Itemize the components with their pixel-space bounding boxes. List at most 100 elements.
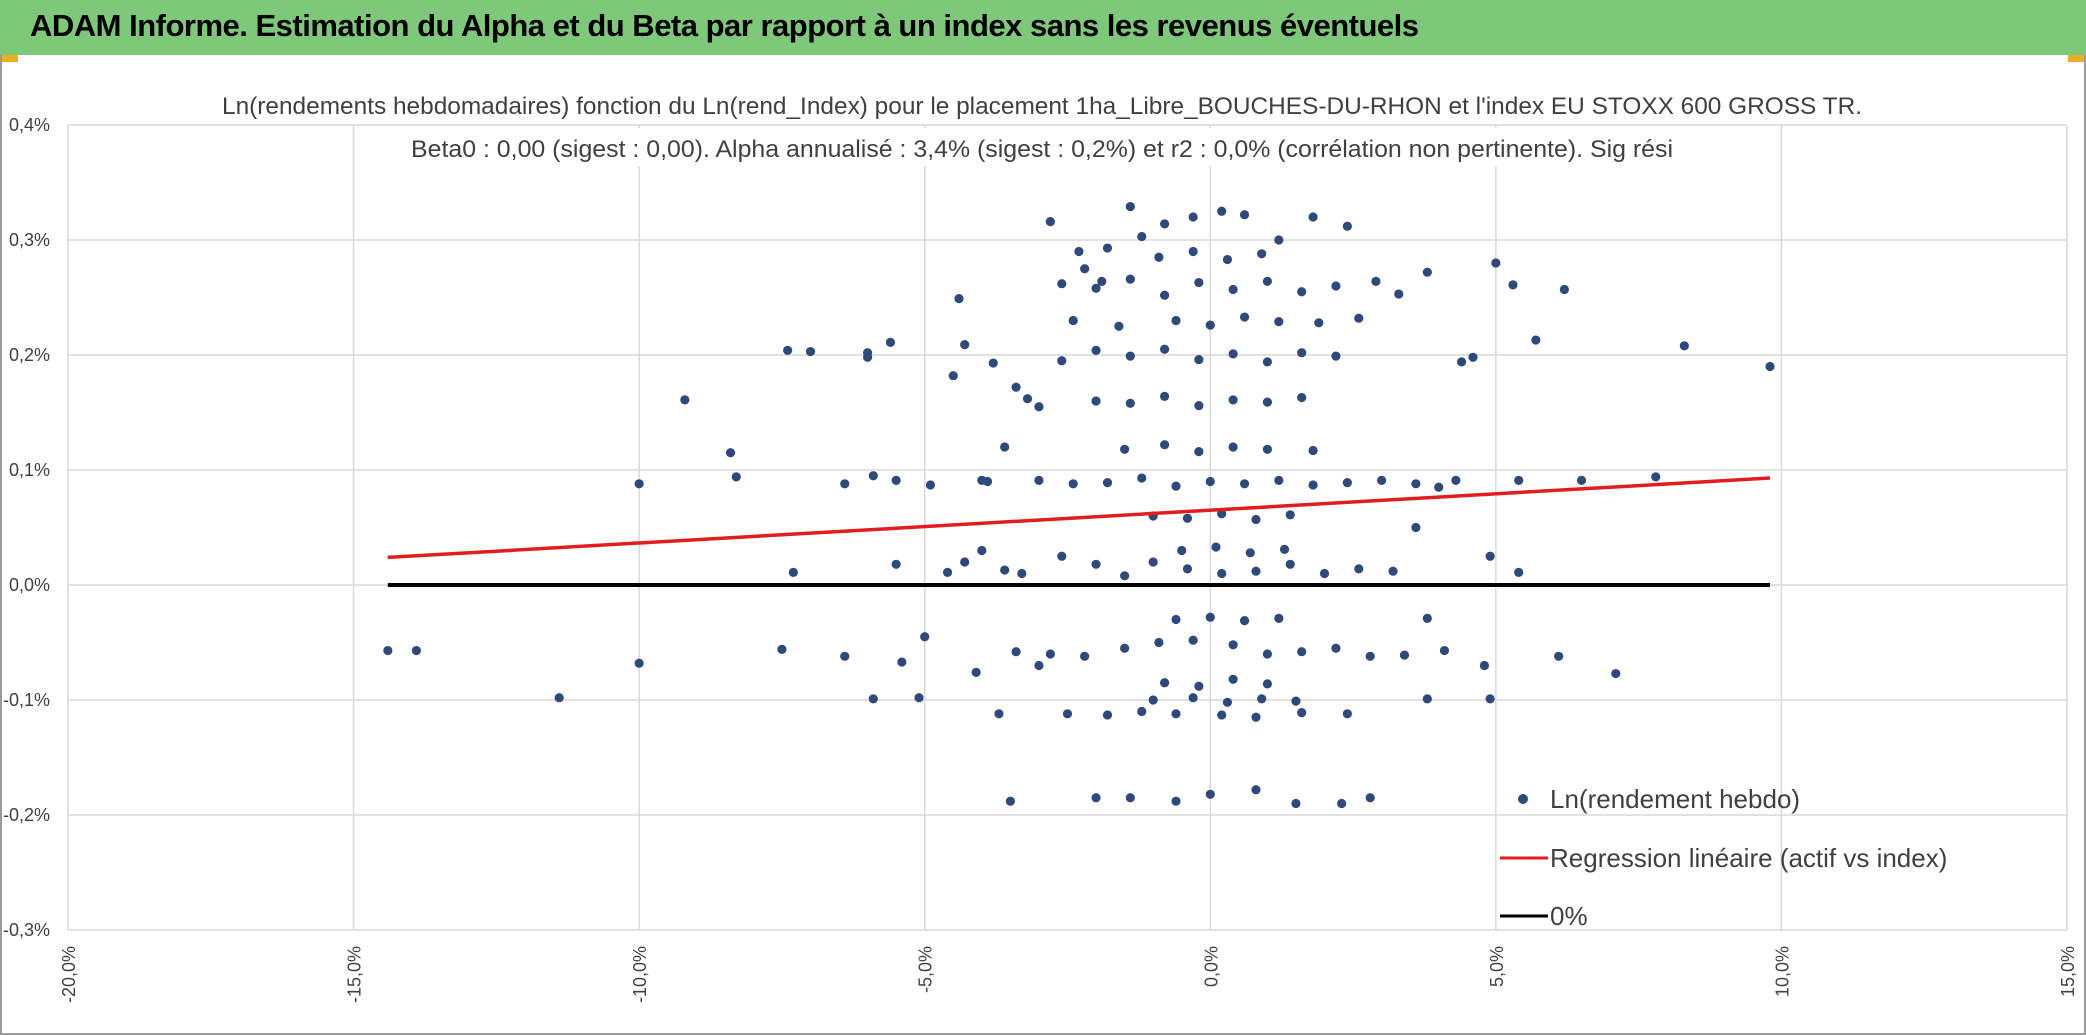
data-point: [1394, 289, 1404, 299]
data-point: [1217, 710, 1227, 720]
data-point: [1239, 479, 1250, 489]
data-point: [634, 658, 644, 668]
data-point: [1308, 212, 1318, 222]
data-point: [1159, 391, 1170, 401]
legend: Ln(rendement hebdo) Regression linéaire …: [1500, 784, 1947, 931]
y-tick-label: 0,4%: [9, 115, 50, 135]
x-tick-label: -15,0%: [345, 946, 365, 1003]
data-point: [1342, 478, 1352, 488]
data-point: [960, 557, 970, 567]
data-point: [1514, 567, 1524, 577]
data-point: [1171, 315, 1181, 326]
data-point: [1102, 710, 1113, 720]
data-point: [942, 567, 953, 577]
data-point: [1485, 551, 1495, 561]
y-tick-label: 0,0%: [9, 575, 50, 595]
data-point: [1102, 243, 1113, 253]
y-tick-label: -0,2%: [3, 805, 50, 825]
data-point: [1102, 478, 1113, 488]
data-point: [948, 371, 958, 381]
data-point: [1337, 798, 1347, 809]
data-point: [554, 693, 564, 703]
data-point: [1045, 649, 1055, 659]
data-point: [1297, 348, 1307, 358]
data-point: [1205, 612, 1215, 622]
data-point: [1559, 284, 1569, 295]
data-point: [988, 358, 998, 368]
data-point: [914, 693, 924, 703]
data-point: [977, 545, 987, 556]
x-tick-label: 15,0%: [2058, 946, 2078, 997]
data-point: [1331, 643, 1341, 653]
data-point: [1554, 651, 1564, 661]
data-point: [1371, 276, 1381, 286]
data-point: [1765, 361, 1775, 372]
data-point: [1177, 545, 1187, 556]
x-tick-label: 10,0%: [1772, 946, 1792, 997]
data-point: [1228, 640, 1238, 650]
data-point: [1651, 472, 1661, 482]
data-point: [805, 346, 816, 357]
data-point: [1000, 565, 1010, 575]
data-point: [954, 294, 964, 304]
y-tick-label: 0,3%: [9, 230, 50, 250]
data-point: [1297, 708, 1307, 718]
data-point: [1245, 548, 1255, 558]
data-point: [1057, 279, 1067, 289]
chart-title: Ln(rendements hebdomadaires) fonction du…: [210, 86, 1870, 166]
data-point: [725, 448, 736, 458]
data-point: [1679, 341, 1689, 351]
data-point: [1125, 398, 1135, 408]
x-tick-label: -5,0%: [916, 946, 936, 993]
data-point: [1262, 444, 1272, 454]
data-point: [1297, 392, 1307, 403]
title-background: [210, 86, 1870, 124]
data-point: [1159, 344, 1170, 354]
data-point: [1222, 254, 1233, 265]
data-point: [1194, 401, 1204, 411]
data-point: [1154, 252, 1164, 262]
data-point: [1091, 283, 1101, 293]
data-point: [1365, 651, 1375, 661]
data-point: [1354, 313, 1364, 323]
data-point: [1091, 793, 1101, 803]
data-point: [1171, 481, 1181, 491]
data-point: [411, 645, 421, 656]
data-point: [1011, 382, 1021, 392]
corner-marker-left: [0, 55, 18, 62]
data-point: [1342, 221, 1352, 231]
data-point: [1011, 647, 1021, 657]
data-point: [1188, 246, 1198, 257]
data-point: [1308, 480, 1318, 490]
data-point: [1228, 674, 1238, 684]
data-point: [1217, 206, 1227, 216]
legend-label-zero: 0%: [1550, 901, 1588, 931]
data-point: [1576, 475, 1587, 485]
data-point: [1257, 249, 1267, 259]
data-point: [1171, 796, 1181, 806]
data-point: [1251, 712, 1261, 722]
data-point: [1308, 445, 1318, 456]
data-point: [920, 632, 930, 642]
data-point: [1125, 351, 1135, 361]
chart-title-line-2: Beta0 : 0,00 (sigest : 0,00). Alpha annu…: [411, 136, 1673, 163]
data-point: [1388, 566, 1398, 576]
y-tick-label: -0,3%: [3, 920, 50, 940]
data-point: [1045, 217, 1055, 227]
data-point: [1422, 694, 1432, 704]
data-point: [1239, 616, 1250, 626]
data-point: [1034, 660, 1044, 671]
data-point: [1154, 637, 1164, 648]
data-point: [1342, 709, 1352, 719]
data-point: [1228, 349, 1238, 359]
data-point: [1285, 510, 1295, 520]
data-point: [1439, 645, 1450, 656]
data-point: [1159, 440, 1170, 450]
x-tick-label: 5,0%: [1487, 946, 1507, 987]
legend-label-points: Ln(rendement hebdo): [1550, 784, 1800, 814]
data-point: [1080, 264, 1090, 274]
corner-marker-right: [2068, 55, 2086, 62]
data-point: [1194, 681, 1204, 691]
data-point: [1188, 693, 1198, 703]
